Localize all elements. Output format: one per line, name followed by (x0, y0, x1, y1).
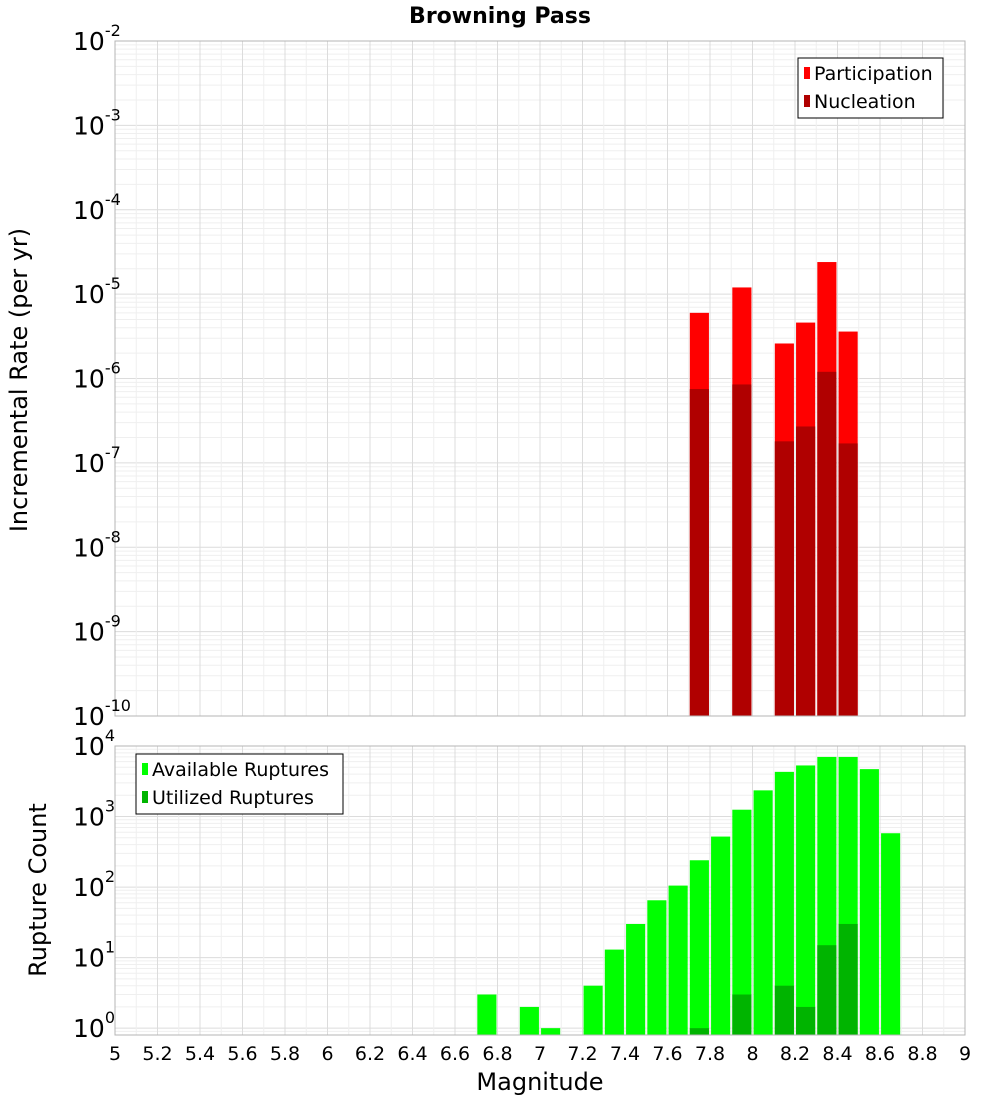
top-plot-bars (689, 262, 858, 716)
x-tick-label: 5.4 (185, 1043, 215, 1065)
bottom-legend: Available Ruptures Utilized Ruptures (135, 753, 344, 815)
bar-available-ruptures (647, 900, 667, 1035)
x-tick-label: 5 (109, 1043, 121, 1065)
bar-available-ruptures (519, 1006, 539, 1035)
bar-available-ruptures (626, 923, 646, 1035)
bar-available-ruptures (689, 860, 709, 1035)
x-tick-label: 8.6 (865, 1043, 895, 1065)
top-y-axis-label: Incremental Rate (per yr) (5, 228, 33, 532)
top-plot-grid (114, 40, 966, 717)
top-legend: Participation Nucleation (797, 57, 944, 119)
bottom-plot-bars (477, 756, 901, 1035)
y-tick-label: 10-10 (73, 696, 131, 731)
bar-available-ruptures (583, 985, 603, 1035)
y-tick-label: 10-8 (73, 527, 121, 562)
legend-box (797, 57, 944, 119)
x-tick-label: 6.4 (397, 1043, 427, 1065)
y-tick-label: 10-5 (73, 274, 121, 309)
x-tick-label: 6.2 (355, 1043, 385, 1065)
bar-nucleation (838, 443, 858, 716)
bar-available-ruptures (859, 769, 879, 1035)
y-tick-label: 10-7 (73, 443, 121, 478)
bar-nucleation (817, 371, 837, 716)
bar-available-ruptures (541, 1028, 561, 1035)
bar-available-ruptures (774, 771, 794, 1035)
y-tick-label: 10-2 (73, 21, 121, 56)
bar-available-ruptures (796, 765, 816, 1035)
bar-available-ruptures (732, 809, 752, 1035)
x-tick-label: 8.8 (907, 1043, 937, 1065)
x-axis-label: Magnitude (476, 1068, 603, 1096)
y-tick-label: 103 (73, 797, 115, 832)
bar-available-ruptures (668, 885, 688, 1035)
legend-swatch (804, 95, 810, 107)
x-tick-label: 5.2 (142, 1043, 172, 1065)
y-tick-label: 100 (73, 1008, 115, 1043)
bar-available-ruptures (753, 790, 773, 1035)
x-tick-label: 7.4 (610, 1043, 640, 1065)
bottom-plot-border (114, 745, 966, 1036)
bar-nucleation (774, 441, 794, 716)
bar-utilized-ruptures (796, 1006, 816, 1035)
bar-nucleation (796, 426, 816, 716)
legend-label: Utilized Ruptures (152, 787, 314, 809)
x-tick-label: 9 (959, 1043, 971, 1065)
x-tick-label: 5.6 (227, 1043, 257, 1065)
legend-swatch (142, 763, 148, 775)
legend-label: Nucleation (814, 91, 916, 113)
legend-swatch (142, 791, 148, 803)
x-tick-label: 7.6 (652, 1043, 682, 1065)
bottom-y-axis-label: Rupture Count (24, 803, 52, 977)
bar-utilized-ruptures (774, 985, 794, 1035)
bar-nucleation (732, 384, 752, 716)
bottom-y-tick-labels: 100 101 102 103 104 (73, 726, 115, 1043)
y-tick-label: 10-3 (73, 105, 121, 140)
x-tick-labels: 5 5.2 5.4 5.6 5.8 6 6.2 6.4 6.6 6.8 7 7.2 7.4 7.6 7.8 8… (109, 1043, 971, 1065)
x-tick-label: 6.6 (440, 1043, 470, 1065)
bar-utilized-ruptures (689, 1028, 709, 1035)
y-tick-label: 10-9 (73, 612, 121, 647)
x-tick-label: 6 (321, 1043, 333, 1065)
y-tick-label: 104 (73, 726, 115, 761)
bar-available-ruptures (711, 836, 731, 1035)
legend-label: Participation (814, 63, 933, 85)
x-tick-label: 7.8 (695, 1043, 725, 1065)
bar-utilized-ruptures (838, 923, 858, 1035)
y-tick-label: 10-6 (73, 359, 121, 394)
bar-nucleation (689, 389, 709, 716)
x-tick-label: 8.2 (780, 1043, 810, 1065)
top-y-tick-labels: 10-10 10-9 10-8 10-7 10-6 10-5 10-4 10-3 10-2 (73, 21, 131, 731)
legend-label: Available Ruptures (152, 759, 329, 781)
bar-available-ruptures (881, 833, 901, 1035)
x-tick-label: 6.8 (482, 1043, 512, 1065)
y-tick-label: 10-4 (73, 190, 121, 225)
x-tick-label: 8 (746, 1043, 758, 1065)
x-tick-label: 7 (534, 1043, 546, 1065)
chart-title: Browning Pass (409, 4, 591, 29)
y-tick-label: 102 (73, 867, 115, 902)
legend-swatch (804, 67, 810, 79)
legend-box (135, 753, 344, 815)
top-plot-border (114, 40, 966, 717)
bar-available-ruptures (477, 994, 497, 1035)
x-tick-label: 5.8 (270, 1043, 300, 1065)
y-tick-label: 101 (73, 938, 115, 973)
bar-utilized-ruptures (732, 994, 752, 1035)
x-tick-label: 8.4 (822, 1043, 852, 1065)
x-tick-label: 7.2 (567, 1043, 597, 1065)
bar-utilized-ruptures (817, 945, 837, 1035)
bar-available-ruptures (604, 949, 624, 1035)
